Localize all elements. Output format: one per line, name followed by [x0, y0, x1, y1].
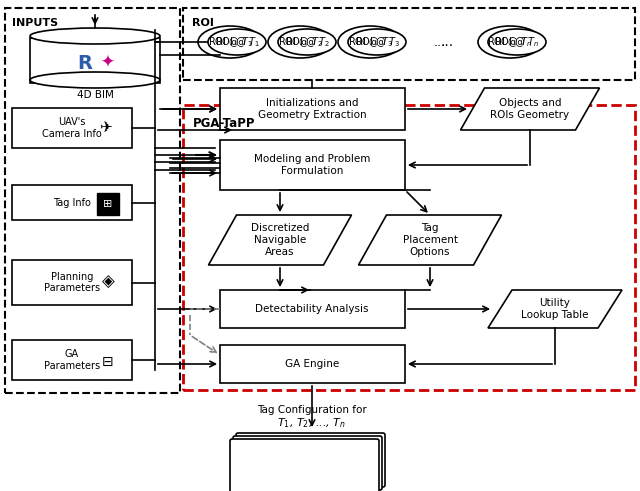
- Text: $T_1$, $T_2$, ..., $T_n$: $T_1$, $T_2$, ..., $T_n$: [278, 416, 346, 430]
- Polygon shape: [358, 215, 502, 265]
- FancyBboxPatch shape: [12, 260, 132, 305]
- FancyBboxPatch shape: [220, 140, 405, 190]
- Text: ROI @ $T_3$: ROI @ $T_3$: [355, 35, 399, 49]
- Ellipse shape: [478, 26, 542, 58]
- Text: GA
Parameters: GA Parameters: [44, 349, 100, 371]
- Text: Tag Configuration for: Tag Configuration for: [257, 405, 367, 415]
- Ellipse shape: [30, 28, 160, 44]
- FancyBboxPatch shape: [236, 433, 385, 487]
- FancyBboxPatch shape: [220, 88, 405, 130]
- Text: ROI @ $T_2$: ROI @ $T_2$: [278, 35, 323, 49]
- Text: R: R: [77, 54, 93, 73]
- Text: ...: ...: [440, 35, 454, 49]
- Text: ...: ...: [434, 35, 446, 49]
- FancyBboxPatch shape: [183, 105, 635, 390]
- Text: ✦: ✦: [100, 54, 114, 72]
- Text: ROI @ $T_n$: ROI @ $T_n$: [495, 35, 540, 49]
- FancyBboxPatch shape: [12, 108, 132, 148]
- Text: 4D BIM: 4D BIM: [77, 90, 113, 100]
- FancyBboxPatch shape: [230, 439, 379, 491]
- Ellipse shape: [278, 29, 336, 55]
- Ellipse shape: [268, 26, 332, 58]
- Text: Detectability Analysis: Detectability Analysis: [255, 304, 369, 314]
- Ellipse shape: [348, 29, 406, 55]
- Text: Tag
Placement
Options: Tag Placement Options: [403, 223, 458, 257]
- Text: UAV's
Camera Info: UAV's Camera Info: [42, 117, 102, 139]
- Text: Tag Info: Tag Info: [53, 197, 91, 208]
- Polygon shape: [461, 88, 600, 130]
- Ellipse shape: [198, 26, 262, 58]
- Text: ◈: ◈: [102, 273, 115, 291]
- FancyBboxPatch shape: [5, 8, 180, 393]
- Text: Utility
Lookup Table: Utility Lookup Table: [521, 298, 589, 320]
- Text: INPUTS: INPUTS: [12, 18, 58, 28]
- Text: GA Engine: GA Engine: [285, 359, 339, 369]
- Polygon shape: [209, 215, 351, 265]
- FancyBboxPatch shape: [233, 436, 382, 490]
- Text: ROI: ROI: [192, 18, 214, 28]
- Text: ROI @ $T_2$: ROI @ $T_2$: [285, 35, 330, 49]
- Ellipse shape: [488, 29, 546, 55]
- Text: ✈: ✈: [99, 120, 111, 136]
- Text: PGA-TaPP: PGA-TaPP: [193, 117, 255, 130]
- Ellipse shape: [208, 29, 266, 55]
- Text: ROI @ $T_1$: ROI @ $T_1$: [214, 35, 259, 49]
- Ellipse shape: [338, 26, 402, 58]
- FancyBboxPatch shape: [12, 185, 132, 220]
- FancyBboxPatch shape: [220, 290, 405, 328]
- Text: ⊟: ⊟: [102, 355, 114, 369]
- Text: ROI @ $T_n$: ROI @ $T_n$: [488, 35, 532, 49]
- Text: Discretized
Navigable
Areas: Discretized Navigable Areas: [251, 223, 309, 257]
- Text: Initializations and
Geometry Extraction: Initializations and Geometry Extraction: [258, 98, 366, 120]
- FancyBboxPatch shape: [12, 340, 132, 380]
- Text: Objects and
ROIs Geometry: Objects and ROIs Geometry: [490, 98, 570, 120]
- FancyBboxPatch shape: [30, 38, 160, 83]
- Text: ⊞: ⊞: [103, 199, 113, 209]
- Text: ROI @ $T_3$: ROI @ $T_3$: [348, 35, 392, 49]
- FancyBboxPatch shape: [220, 345, 405, 383]
- FancyBboxPatch shape: [183, 8, 635, 80]
- Ellipse shape: [30, 72, 160, 88]
- Text: Modeling and Problem
Formulation: Modeling and Problem Formulation: [254, 154, 370, 176]
- Polygon shape: [488, 290, 622, 328]
- Text: ROI @ $T_1$: ROI @ $T_1$: [207, 35, 252, 49]
- FancyBboxPatch shape: [97, 193, 119, 215]
- Text: Planning
Parameters: Planning Parameters: [44, 272, 100, 293]
